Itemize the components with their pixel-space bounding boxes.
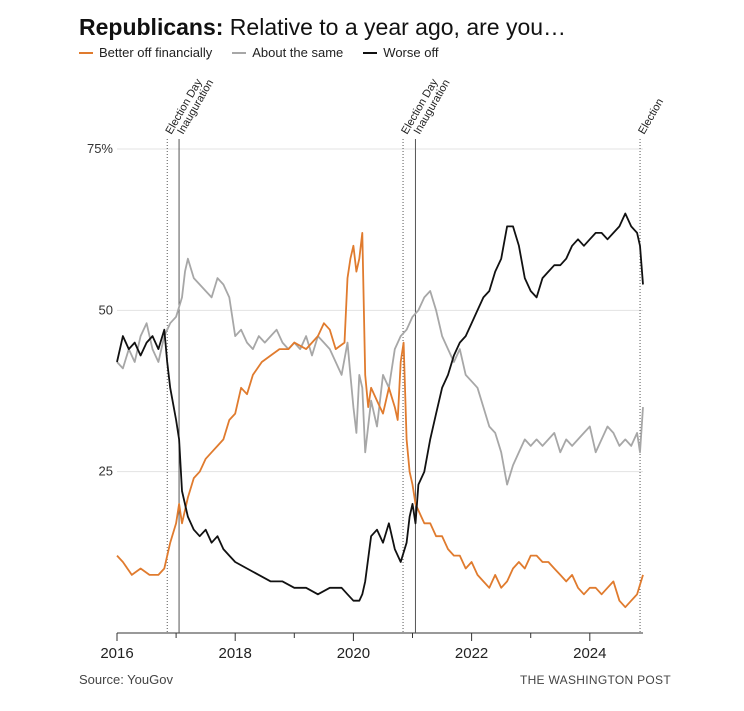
source-note: Source: YouGov	[79, 672, 173, 687]
chart-title-bold: Republicans:	[79, 14, 224, 40]
legend-item-same: About the same	[232, 45, 343, 60]
chart-title-rest: Relative to a year ago, are you…	[223, 14, 567, 40]
x-tick-label: 2016	[100, 645, 133, 662]
legend-label-better: Better off financially	[99, 45, 213, 60]
x-tick-label: 2020	[337, 645, 370, 662]
chart-title: Republicans: Relative to a year ago, are…	[79, 14, 566, 41]
series-line-same	[116, 257, 644, 486]
y-tick-label: 75%	[87, 141, 113, 156]
event-label: Election	[636, 97, 666, 137]
legend-label-worse: Worse off	[383, 45, 439, 60]
legend: Better off financially About the same Wo…	[79, 45, 438, 60]
legend-item-worse: Worse off	[363, 45, 438, 60]
legend-label-same: About the same	[252, 45, 344, 60]
series-line-worse	[116, 212, 644, 602]
legend-swatch-worse	[363, 51, 378, 54]
x-tick-label: 2022	[455, 645, 488, 662]
x-tick-label: 2024	[573, 645, 606, 662]
y-tick-label: 50	[99, 302, 113, 317]
legend-item-better: Better off financially	[79, 45, 212, 60]
series-line-better	[116, 232, 644, 609]
legend-swatch-better	[79, 51, 93, 54]
legend-swatch-same	[232, 51, 247, 54]
credit-note: THE WASHINGTON POST	[519, 673, 671, 687]
x-tick-label: 2018	[219, 645, 252, 662]
y-tick-label: 25	[99, 464, 113, 479]
